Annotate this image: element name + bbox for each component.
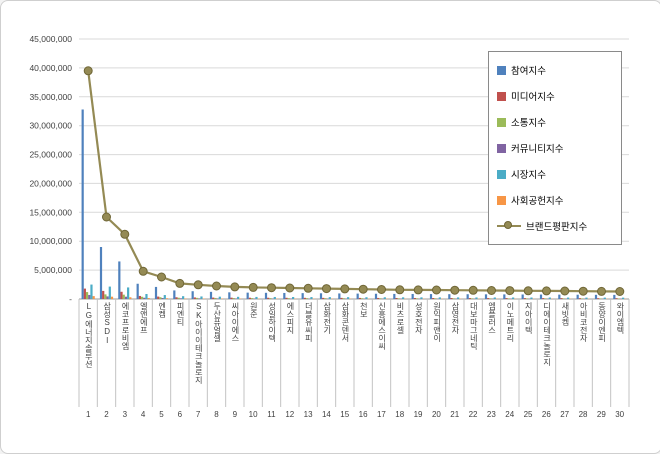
category-rank-number: 29: [592, 410, 610, 419]
category-rank-number: 28: [574, 410, 592, 419]
legend-swatch-icon: [497, 118, 506, 127]
legend-item: 미디어지수: [497, 89, 613, 103]
category-label: 동양이엔피: [592, 302, 610, 407]
category-label: 원준: [244, 302, 262, 407]
category-label: 천보: [354, 302, 372, 407]
category-label: 성호전자: [409, 302, 427, 407]
legend-line-marker-icon: [497, 221, 521, 231]
category-rank-number: 7: [189, 410, 207, 419]
category-label: 대보마그네틱: [464, 302, 482, 407]
category-label: 원익피앤이: [427, 302, 445, 407]
category-rank-number: 10: [244, 410, 262, 419]
legend-label: 커뮤니티지수: [511, 141, 563, 155]
category-rank-number: 22: [464, 410, 482, 419]
category-rank-number: 17: [372, 410, 390, 419]
category-rank-number: 2: [97, 410, 115, 419]
legend-swatch-icon: [497, 92, 506, 101]
legend-label: 브랜드평판지수: [526, 219, 587, 233]
category-label: 삼화전기: [317, 302, 335, 407]
category-rank-number: 18: [391, 410, 409, 419]
y-tick-label: -: [69, 294, 72, 304]
y-tick-label: 25,000,000: [29, 150, 72, 160]
category-label: 새빗켐: [556, 302, 574, 407]
category-rank-number: 30: [611, 410, 629, 419]
category-label: 에코프로비엠: [116, 302, 134, 407]
legend-label: 소통지수: [511, 115, 546, 129]
legend-item: 참여지수: [497, 63, 613, 77]
category-rank-number: 24: [501, 410, 519, 419]
category-label: 삼영전자: [446, 302, 464, 407]
category-rank-number: 21: [446, 410, 464, 419]
category-rank-number: 16: [354, 410, 372, 419]
legend-swatch-icon: [497, 144, 506, 153]
legend-swatch-icon: [497, 196, 506, 205]
legend-swatch-icon: [497, 170, 506, 179]
category-rank-number: 11: [262, 410, 280, 419]
category-label: 신흥에스이씨: [372, 302, 390, 407]
category-rank-number: 12: [281, 410, 299, 419]
y-tick-label: 5,000,000: [34, 265, 72, 275]
legend-item: 커뮤니티지수: [497, 141, 613, 155]
legend-swatch-icon: [497, 66, 506, 75]
category-rank-number: 25: [519, 410, 537, 419]
category-label: SK아이이테크놀로지: [189, 302, 207, 407]
category-rank-number: 5: [152, 410, 170, 419]
legend-item: 소통지수: [497, 115, 613, 129]
category-label: 와이엠텍: [611, 302, 629, 407]
category-label: 엘앤에프: [134, 302, 152, 407]
category-label: 엠플러스: [482, 302, 500, 407]
category-label: 두산퓨얼셀: [207, 302, 225, 407]
y-tick-label: 40,000,000: [29, 63, 72, 73]
legend-item: 시장지수: [497, 167, 613, 181]
category-label: 성일하이텍: [262, 302, 280, 407]
category-rank-number: 8: [207, 410, 225, 419]
category-label: 이노메트리: [501, 302, 519, 407]
legend-label: 시장지수: [511, 167, 546, 181]
category-rank-number: 3: [116, 410, 134, 419]
category-label: 씨아이에스: [226, 302, 244, 407]
legend-label: 사회공헌지수: [511, 193, 563, 207]
category-rank-number: 4: [134, 410, 152, 419]
legend-item: 사회공헌지수: [497, 193, 613, 207]
bar-series-3: [86, 292, 620, 299]
category-rank-number: 23: [482, 410, 500, 419]
category-rank-number: 14: [317, 410, 335, 419]
category-rank-number: 26: [537, 410, 555, 419]
y-tick-label: 20,000,000: [29, 178, 72, 188]
category-rank-number: 13: [299, 410, 317, 419]
category-label: LG에너지솔루션: [79, 302, 97, 407]
category-label: 엔켐: [152, 302, 170, 407]
category-label: 삼성SDI: [97, 302, 115, 407]
category-rank-number: 15: [336, 410, 354, 419]
category-label: 에스피지: [281, 302, 299, 407]
category-label: 삼화콘덴서: [336, 302, 354, 407]
y-tick-label: 15,000,000: [29, 207, 72, 217]
category-label: 디에이테크놀로지: [537, 302, 555, 407]
category-label: 지아이텍: [519, 302, 537, 407]
legend-label: 미디어지수: [511, 89, 555, 103]
legend-label: 참여지수: [511, 63, 546, 77]
category-label: 더블유씨피: [299, 302, 317, 407]
y-axis-labels: 45,000,000 40,000,000 35,000,000 30,000,000…: [29, 34, 72, 304]
category-label: 피엔티: [171, 302, 189, 407]
category-label: 아비코전자: [574, 302, 592, 407]
y-tick-label: 45,000,000: [29, 34, 72, 44]
legend-item-line: 브랜드평판지수: [497, 219, 613, 233]
category-rank-number: 19: [409, 410, 427, 419]
category-rank-number: 6: [171, 410, 189, 419]
y-tick-label: 10,000,000: [29, 236, 72, 246]
category-rank-number: 9: [226, 410, 244, 419]
y-tick-label: 30,000,000: [29, 121, 72, 131]
category-rank-number: 1: [79, 410, 97, 419]
category-rank-number: 20: [427, 410, 445, 419]
category-rank-number: 27: [556, 410, 574, 419]
y-tick-label: 35,000,000: [29, 92, 72, 102]
category-label: 비츠로셀: [391, 302, 409, 407]
